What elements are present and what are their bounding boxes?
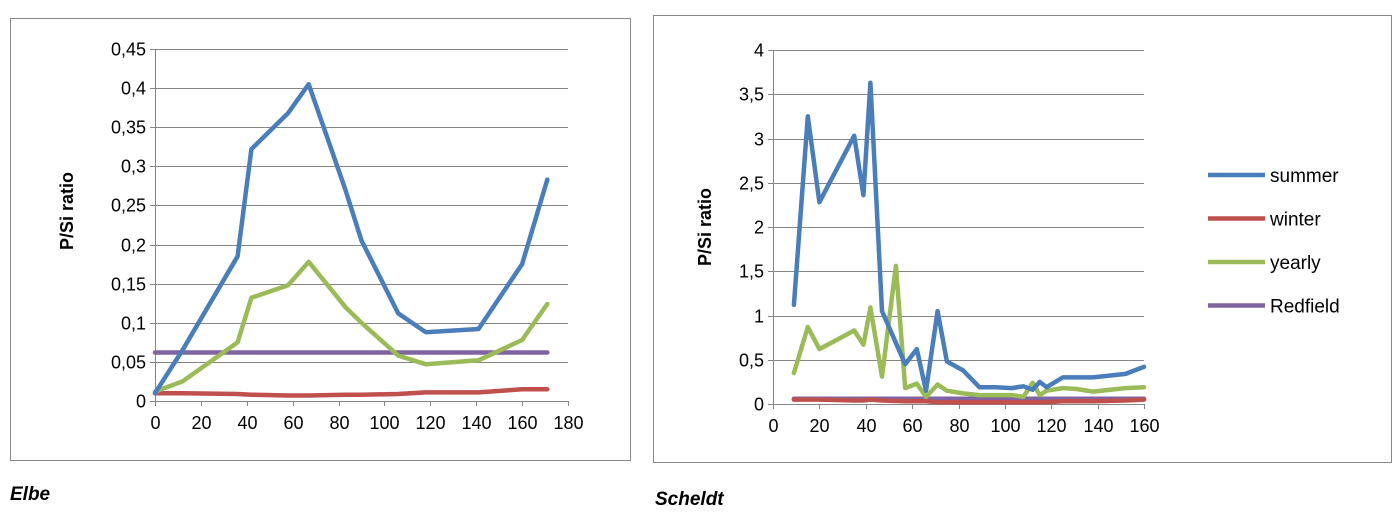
elbe-x-tick-label: 160: [507, 413, 537, 433]
legend-label-winter: winter: [1269, 210, 1321, 231]
elbe-y-tick-labels: 0 0,05 0,1 0,15 0,2 0,25 0,3 0,35 0,4 0,45: [111, 40, 146, 412]
elbe-axes: [150, 49, 569, 406]
elbe-series-summer-line: [152, 81, 550, 396]
scheldt-chart: 00,511,522,533,54 0 20 40 60 80 100 120 140 160 …: [695, 41, 1160, 437]
scheldt-y-tick-label: 1,5: [739, 262, 764, 282]
scheldt-series: [791, 80, 1147, 405]
elbe-y-tick-label: 0: [136, 392, 146, 412]
scheldt-y-tick-label: 3,5: [739, 85, 764, 105]
scheldt-caption: Scheldt: [655, 489, 724, 510]
elbe-x-tick-label: 100: [369, 413, 399, 433]
scheldt-x-tick-label: 40: [856, 416, 876, 436]
elbe-y-tick-label: 0,4: [121, 79, 146, 99]
scheldt-y-tick-label: 2,5: [739, 174, 764, 194]
elbe-y-axis-label: P/Si ratio: [57, 172, 77, 250]
elbe-y-tick-label: 0,45: [111, 40, 146, 60]
scheldt-y-tick-label: 0: [754, 395, 764, 415]
scheldt-series-yearly-line: [791, 263, 1147, 400]
scheldt-y-tick-label: 1: [754, 307, 764, 327]
scheldt-x-tick-label: 60: [902, 416, 922, 436]
elbe-x-tick-label: 20: [191, 413, 211, 433]
scheldt-y-tick-label: 3: [754, 130, 764, 150]
elbe-x-tick-label: 120: [415, 413, 445, 433]
elbe-caption: Elbe: [10, 484, 51, 505]
legend-label-summer: summer: [1270, 166, 1339, 187]
elbe-series-yearly-line: [152, 259, 550, 394]
elbe-y-tick-label: 0,3: [121, 157, 146, 177]
elbe-x-tick-label: 60: [283, 413, 303, 433]
elbe-y-tick-label: 0,35: [111, 118, 146, 138]
elbe-series: [152, 81, 550, 398]
scheldt-axes: [768, 50, 1145, 409]
scheldt-x-tick-label: 120: [1036, 416, 1066, 436]
scheldt-x-tick-label: 160: [1129, 416, 1159, 436]
scheldt-y-tick-labels: 0 0,5 1 1,5 2 2,5 3 3,5 4: [739, 41, 764, 415]
scheldt-y-axis-label: P/Si ratio: [695, 188, 715, 266]
scheldt-y-tick-label: 2: [754, 218, 764, 238]
elbe-x-tick-label: 80: [329, 413, 349, 433]
scheldt-series-winter-line: [791, 397, 1147, 405]
elbe-chart: 0 0,05 0,1 0,15 0,2 0,25 0,3 0,35 0,4 0,45 0 20 40 6…: [57, 40, 584, 434]
elbe-y-tick-label: 0,05: [111, 353, 146, 373]
scheldt-y-tick-label: 0,5: [739, 351, 764, 371]
scheldt-gridlines: [773, 50, 1144, 361]
elbe-y-tick-label: 0,2: [121, 236, 146, 256]
legend-label-redfield: Redfield: [1270, 297, 1340, 318]
elbe-x-tick-label: 0: [150, 413, 160, 433]
elbe-x-tick-label: 40: [237, 413, 257, 433]
scheldt-series-summer-line: [791, 80, 1147, 393]
scheldt-x-tick-label: 80: [949, 416, 969, 436]
elbe-y-tick-label: 0,25: [111, 196, 146, 216]
scheldt-x-tick-label: 100: [990, 416, 1020, 436]
elbe-y-tick-label: 0,15: [111, 275, 146, 295]
scheldt-y-tick-label: 4: [754, 41, 764, 61]
legend-label-yearly: yearly: [1270, 253, 1321, 274]
scheldt-x-tick-label: 20: [809, 416, 829, 436]
elbe-x-tick-labels: 0 20 40 60 80 100 120 140 160 180: [150, 413, 583, 433]
scheldt-x-tick-labels: 0 20 40 60 80 100 120 140 160: [768, 416, 1159, 436]
scheldt-x-tick-label: 0: [768, 416, 778, 436]
legend: summer winter yearly Redfield: [1208, 166, 1340, 318]
elbe-y-tick-label: 0,1: [121, 314, 146, 334]
elbe-x-tick-label: 180: [553, 413, 583, 433]
elbe-x-tick-label: 140: [461, 413, 491, 433]
scheldt-x-tick-label: 140: [1083, 416, 1113, 436]
elbe-series-winter-line: [152, 387, 550, 398]
